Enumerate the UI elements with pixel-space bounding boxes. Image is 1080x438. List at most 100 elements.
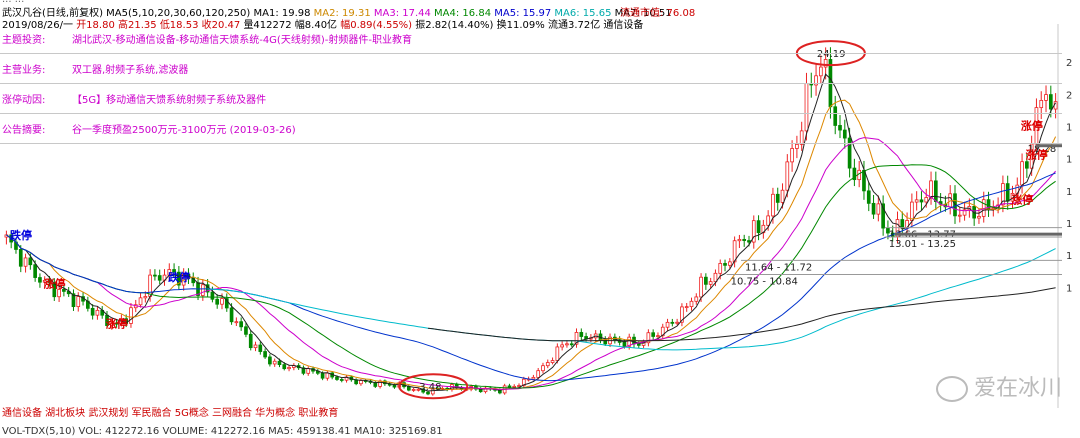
candle-body	[411, 389, 416, 391]
candle-body	[177, 271, 181, 286]
info-separator	[0, 83, 1062, 84]
concept-tags[interactable]: 通信设备 湖北板块 武汉规划 军民融合 5G概念 三网融合 华为概念 职业教育	[2, 408, 339, 419]
candle-body	[1001, 183, 1005, 206]
candle-body	[282, 364, 287, 370]
candle-body	[359, 380, 363, 385]
bar-info-field: 通信设备	[603, 20, 644, 31]
candle-body	[71, 293, 76, 308]
candle-body	[157, 275, 162, 281]
bar-info-field: 流通3.72亿	[547, 20, 604, 31]
candle-body	[536, 370, 541, 378]
wechat-icon	[935, 376, 968, 402]
candle-body	[109, 322, 114, 326]
ma-line-ma20	[6, 137, 1056, 390]
candle-body	[550, 360, 555, 363]
candle-body	[90, 307, 95, 316]
candle-body	[325, 372, 330, 379]
candle-body	[57, 289, 61, 298]
candle-body	[200, 284, 205, 296]
candle-body	[751, 220, 756, 243]
candle-body	[153, 274, 157, 277]
right-axis-label: 1	[1066, 219, 1072, 230]
candle-body	[143, 296, 148, 299]
candle-body	[210, 291, 215, 300]
zone-bar	[895, 232, 1062, 236]
candle-body	[541, 365, 545, 372]
info-label: 公告摘要:	[2, 125, 46, 136]
candle-body	[272, 360, 277, 365]
right-axis-label: 2	[1066, 58, 1072, 69]
candle-body	[742, 238, 747, 241]
moving-average-layer	[6, 73, 1057, 392]
ma-legend-item: MA1: 19.98	[250, 8, 311, 19]
candle-body	[244, 326, 248, 335]
candle-body	[76, 296, 81, 308]
candle-body	[670, 321, 675, 324]
bar-info-field: 收20.47	[201, 20, 244, 31]
candle-body	[23, 257, 28, 267]
bar-info-field: 幅0.89(4.55%)	[340, 20, 416, 31]
candle-body	[756, 220, 761, 234]
candle-body	[28, 257, 33, 266]
candle-body	[1044, 94, 1048, 101]
candle-body	[172, 269, 176, 273]
candle-body	[718, 263, 723, 274]
bar-info-field: 量412272	[243, 20, 295, 31]
candle-body	[95, 309, 100, 316]
candle-body	[713, 272, 718, 283]
candle-body	[239, 321, 243, 328]
candle-body	[215, 298, 220, 305]
candle-body	[795, 143, 799, 149]
candle-body	[819, 66, 823, 77]
ma-line-ma30	[6, 164, 1056, 389]
info-label: 主题投资:	[2, 35, 46, 46]
candle-body	[737, 238, 742, 242]
candle-body	[780, 189, 785, 203]
right-axis: 2 2 1 1 1 1 1 1	[1066, 58, 1072, 294]
price-annotation: 24.19	[817, 49, 846, 60]
candle-body	[560, 344, 564, 348]
candle-body	[18, 249, 23, 267]
ma-line-ma250	[427, 287, 1056, 342]
candle-body	[416, 388, 421, 391]
ma-line-ma10	[6, 99, 1057, 391]
candle-body	[512, 385, 517, 388]
candle-body	[234, 321, 239, 324]
candle-body	[852, 167, 857, 181]
right-axis-label: 1	[1066, 123, 1072, 134]
candle-body	[699, 276, 703, 298]
candle-body	[392, 384, 397, 388]
candle-body	[574, 332, 579, 345]
price-annotation: 11.64 - 11.72	[745, 262, 812, 273]
candle-body	[378, 380, 382, 387]
ma-legend: 武汉凡谷(日线,前复权) MA5(5,10,20,30,60,120,250) …	[2, 8, 672, 20]
candle-body	[651, 332, 656, 337]
candle-body	[660, 326, 665, 337]
candle-body	[833, 106, 838, 126]
candle-body	[933, 180, 938, 202]
info-value: 【5G】移动通信天馈系统射频子系统及器件	[72, 95, 267, 106]
candle-body	[579, 332, 584, 337]
candle-body	[910, 201, 914, 221]
ma-line-ma120	[207, 248, 1056, 351]
candle-body	[622, 341, 627, 347]
candle-body	[124, 318, 129, 324]
candle-body	[565, 343, 569, 346]
info-separator	[0, 143, 1062, 144]
candle-body	[114, 322, 119, 325]
candle-body	[339, 379, 344, 381]
ma-legend-item: MA5: 15.97	[491, 8, 552, 19]
candle-body	[569, 343, 574, 346]
candle-body	[555, 346, 560, 361]
candle-body	[47, 279, 52, 283]
bar-info-field: 低18.53	[159, 20, 202, 31]
candle-body	[675, 321, 679, 324]
candle-body	[426, 391, 430, 395]
candle-body	[507, 385, 512, 388]
info-label: 涨停动因:	[2, 95, 46, 106]
candle-body	[224, 298, 229, 309]
candle-body	[148, 274, 152, 297]
candle-body	[842, 129, 847, 139]
